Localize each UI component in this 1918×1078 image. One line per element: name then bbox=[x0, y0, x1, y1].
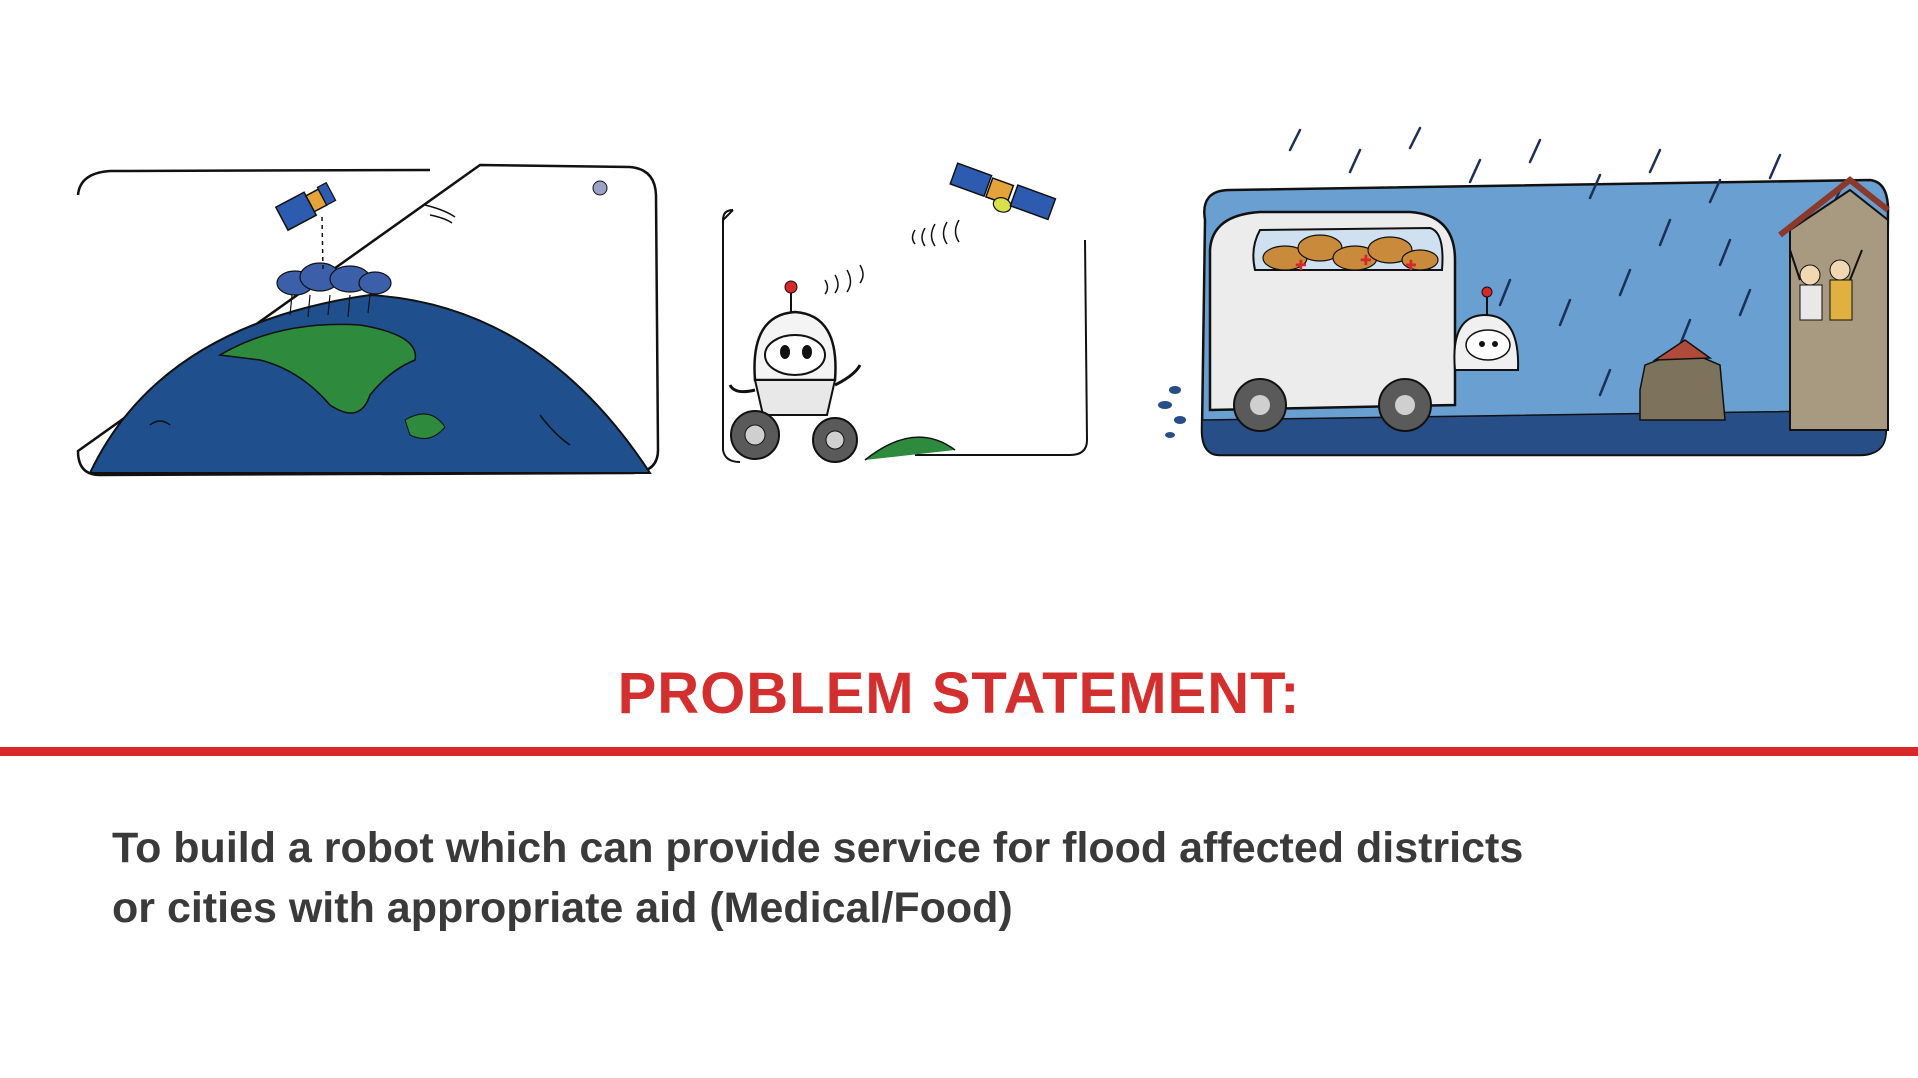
svg-text:✚: ✚ bbox=[1405, 258, 1417, 274]
title-divider bbox=[0, 747, 1918, 756]
flood-rescue-vehicle-icon: ✚ ✚ ✚ bbox=[1158, 126, 1890, 457]
svg-text:✚: ✚ bbox=[1360, 253, 1372, 269]
robot-satellite-signal-icon bbox=[722, 162, 1089, 463]
problem-statement-title: PROBLEM STATEMENT: bbox=[617, 661, 1301, 726]
svg-text:✚: ✚ bbox=[1295, 258, 1307, 274]
earth-satellite-icon bbox=[76, 163, 660, 477]
statement-line-1: To build a robot which can provide servi… bbox=[112, 824, 1524, 872]
statement-line-2: or cities with appropriate aid (Medical/… bbox=[112, 884, 1013, 932]
problem-statement-text: To build a robot which can provide servi… bbox=[112, 818, 1812, 938]
